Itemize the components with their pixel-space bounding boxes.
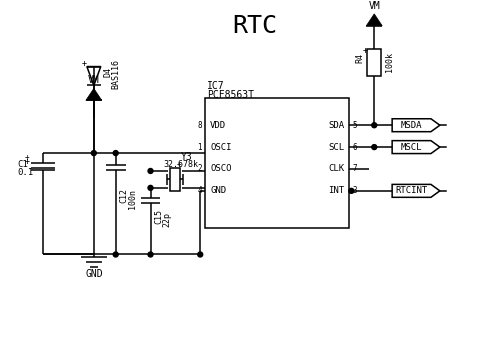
Circle shape xyxy=(113,252,118,257)
Text: 5: 5 xyxy=(352,121,357,130)
Text: RTCINT: RTCINT xyxy=(396,186,428,195)
Text: 32.678k: 32.678k xyxy=(163,160,198,170)
Text: VDD: VDD xyxy=(210,121,226,130)
Text: SDA: SDA xyxy=(328,121,345,130)
Text: C12: C12 xyxy=(120,188,129,203)
Text: OSCO: OSCO xyxy=(210,165,232,173)
Text: R4: R4 xyxy=(355,53,364,63)
Text: IC7: IC7 xyxy=(207,81,225,91)
Text: 22p: 22p xyxy=(162,212,171,227)
Text: 100n: 100n xyxy=(128,189,137,209)
Bar xyxy=(170,168,180,191)
Bar xyxy=(205,98,349,228)
Circle shape xyxy=(148,169,153,173)
Text: RTC: RTC xyxy=(232,14,277,38)
Text: 2: 2 xyxy=(198,165,202,173)
Circle shape xyxy=(349,188,354,193)
Text: MSCL: MSCL xyxy=(401,143,422,152)
Text: PCF8563T: PCF8563T xyxy=(207,90,254,101)
Text: 0.1: 0.1 xyxy=(17,169,34,177)
Text: MSDA: MSDA xyxy=(401,121,422,130)
Text: Y3: Y3 xyxy=(180,152,192,162)
Text: GND: GND xyxy=(210,186,226,195)
Polygon shape xyxy=(86,89,102,100)
Text: +: + xyxy=(25,153,29,161)
Text: INT: INT xyxy=(328,186,345,195)
Text: 1: 1 xyxy=(198,143,202,152)
Text: 100k: 100k xyxy=(385,52,394,72)
Circle shape xyxy=(148,252,153,257)
Text: 4: 4 xyxy=(198,186,202,195)
Text: +: + xyxy=(82,59,86,68)
Circle shape xyxy=(372,145,377,149)
Text: C1: C1 xyxy=(17,160,28,170)
Text: C15: C15 xyxy=(155,209,164,224)
Text: BAS116: BAS116 xyxy=(112,59,121,89)
Text: 8: 8 xyxy=(198,121,202,130)
Circle shape xyxy=(113,150,118,156)
Text: CLK: CLK xyxy=(328,165,345,173)
Text: +: + xyxy=(363,46,368,55)
Text: 3: 3 xyxy=(352,186,357,195)
Text: GND: GND xyxy=(85,269,103,279)
Circle shape xyxy=(198,252,203,257)
Text: 7: 7 xyxy=(352,165,357,173)
Text: +: + xyxy=(24,157,30,166)
Circle shape xyxy=(91,150,96,156)
Text: +: + xyxy=(177,159,181,169)
Polygon shape xyxy=(366,14,382,26)
Text: VM: VM xyxy=(88,76,100,86)
Circle shape xyxy=(372,123,377,128)
Text: OSCI: OSCI xyxy=(210,143,232,152)
Text: D4: D4 xyxy=(104,67,113,77)
Text: VM: VM xyxy=(368,1,380,11)
Bar xyxy=(367,49,381,76)
Text: SCL: SCL xyxy=(328,143,345,152)
Text: 6: 6 xyxy=(352,143,357,152)
Circle shape xyxy=(148,185,153,190)
